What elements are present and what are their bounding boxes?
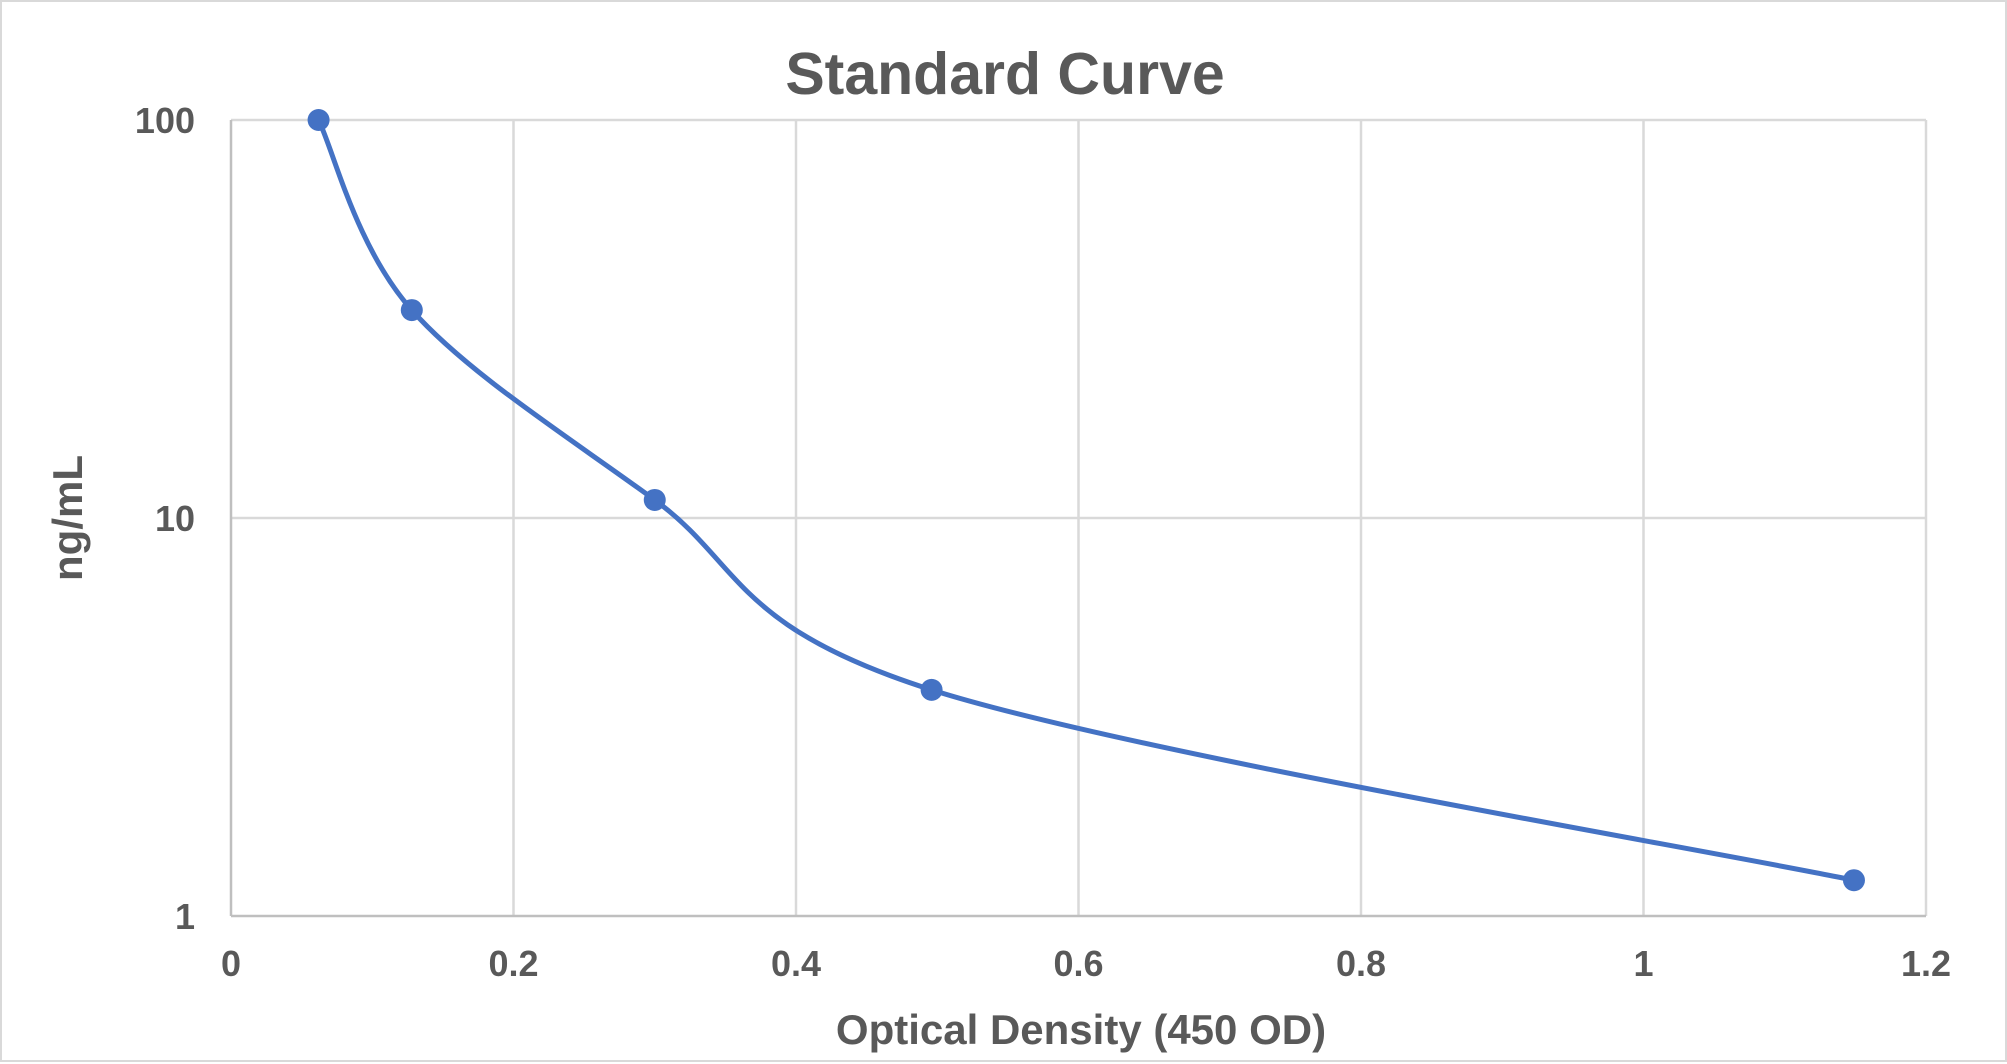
x-tick-label: 1 xyxy=(1633,943,1653,984)
gridlines xyxy=(231,118,1928,916)
y-tick-label: 1 xyxy=(175,896,195,937)
series-line xyxy=(316,117,1857,883)
x-tick-label: 0.6 xyxy=(1053,943,1103,984)
tick-labels: 0 0.2 0.4 0.6 0.8 1 1.2 1 10 100 xyxy=(135,100,1951,984)
data-point xyxy=(643,488,666,511)
data-point xyxy=(307,109,330,131)
data-point xyxy=(400,299,423,322)
data-point xyxy=(1842,869,1865,892)
y-tick-label: 10 xyxy=(155,498,195,539)
y-axis-title: ng/mL xyxy=(44,455,91,581)
x-axis-title: Optical Density (450 OD) xyxy=(836,1006,1326,1053)
x-tick-label: 0.2 xyxy=(488,943,538,984)
x-tick-label: 0 xyxy=(221,943,241,984)
x-tick-label: 1.2 xyxy=(1901,943,1951,984)
x-tick-label: 0.8 xyxy=(1336,943,1386,984)
axes xyxy=(229,120,1926,918)
series-layer xyxy=(307,109,1865,892)
chart-title: Standard Curve xyxy=(785,41,1224,107)
y-tick-label: 100 xyxy=(135,100,195,141)
x-tick-label: 0.4 xyxy=(771,943,821,984)
data-point xyxy=(920,678,943,701)
